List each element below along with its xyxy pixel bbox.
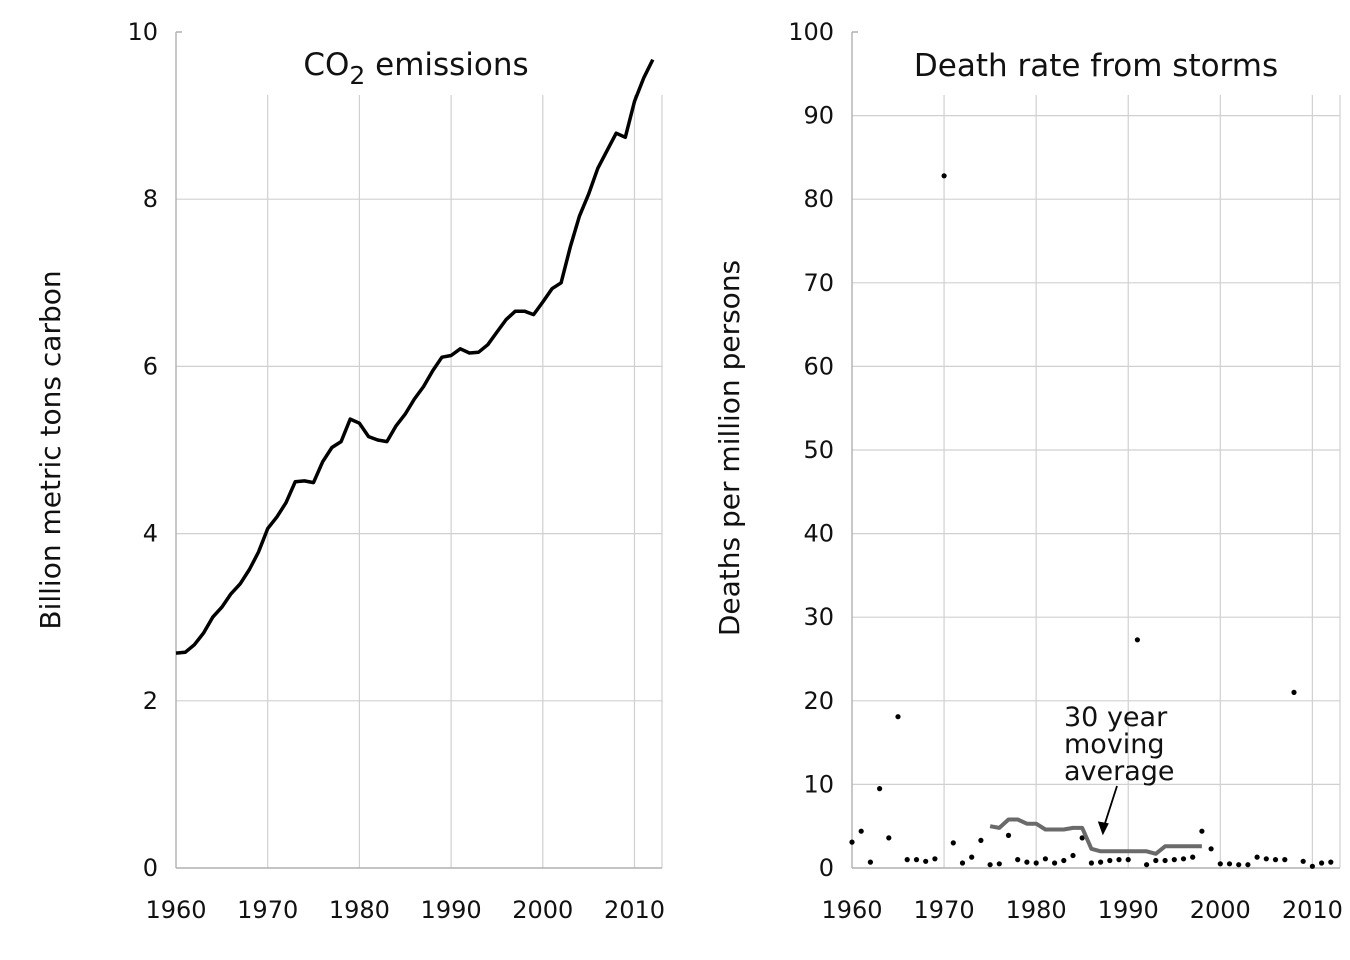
x-tick-label: 1990 [1098,896,1159,924]
data-point [886,835,891,840]
data-point [849,840,854,845]
data-point [905,857,910,862]
data-point [1209,846,1214,851]
title-rest: emissions [365,47,528,83]
data-point [1291,690,1296,695]
data-point [868,860,873,865]
y-tick-label: 80 [803,185,834,213]
x-tick-label: 1970 [237,896,298,924]
data-point [1236,862,1241,867]
y-tick-label: 20 [803,687,834,715]
storm-death-rate-chart: 0 10 20 30 40 50 60 70 80 90 100 1960 1970 1980 1990 20… [713,18,1343,924]
y-tick-label: 90 [803,102,834,130]
data-point [1218,861,1223,866]
data-point [923,859,928,864]
x-tick-label: 2010 [1282,896,1343,924]
y-axis-label: Deaths per million persons [713,260,746,636]
data-point [1301,859,1306,864]
data-point [1181,856,1186,861]
data-point [1273,857,1278,862]
y-tick-label: 70 [803,269,834,297]
data-point [859,829,864,834]
data-point [1126,857,1131,862]
co2-series-line [176,60,653,654]
y-tick-label: 10 [127,18,158,46]
y-tick-label: 0 [819,854,834,882]
x-tick-label: 2000 [512,896,573,924]
data-point [1163,858,1168,863]
data-point [1264,856,1269,861]
data-point [1172,857,1177,862]
data-point [1089,860,1094,865]
data-point [1227,861,1232,866]
data-point [1282,857,1287,862]
data-point [969,855,974,860]
data-point [1043,856,1048,861]
chart-title: Death rate from storms [914,48,1278,84]
y-tick-label: 4 [143,520,158,548]
data-point [988,862,993,867]
data-point [1255,855,1260,860]
x-tick-label: 1980 [329,896,390,924]
data-point [1024,860,1029,865]
data-point [942,173,947,178]
y-tick-label: 10 [803,770,834,798]
data-point [895,714,900,719]
co2-emissions-chart: 0 2 4 6 8 10 1960 1970 1980 1990 2000 2010 Billion m… [34,18,665,924]
data-point [1199,829,1204,834]
data-point [978,838,983,843]
chart-title: CO2 emissions [303,47,528,90]
data-point [1034,860,1039,865]
data-point [1015,857,1020,862]
x-tick-label: 1980 [1006,896,1067,924]
data-point [1153,858,1158,863]
x-tick-label: 2010 [604,896,665,924]
x-tick-label: 1960 [821,896,882,924]
data-point [1116,857,1121,862]
data-point [951,840,956,845]
annotation-arrowhead [1098,821,1109,835]
data-point [1098,860,1103,865]
moving-average-line [990,820,1202,854]
data-point [914,857,919,862]
y-tick-label: 2 [143,687,158,715]
annotation-arrow-line [1104,786,1117,825]
y-tick-label: 100 [788,18,834,46]
title-main: CO [303,47,349,83]
data-point [1319,860,1324,865]
data-point [1245,862,1250,867]
y-tick-label: 50 [803,436,834,464]
annotation-text: average [1064,756,1175,787]
data-point [1070,853,1075,858]
y-tick-label: 8 [143,185,158,213]
y-tick-label: 30 [803,603,834,631]
data-point [1310,864,1315,869]
x-tick-label: 1960 [145,896,206,924]
y-tick-label: 40 [803,520,834,548]
y-tick-label: 60 [803,352,834,380]
x-tick-label: 1970 [914,896,975,924]
data-point [1135,637,1140,642]
data-point [997,861,1002,866]
data-point [932,856,937,861]
data-point [1052,860,1057,865]
data-point [1328,860,1333,865]
data-point [1190,855,1195,860]
data-point [960,860,965,865]
data-point [1006,833,1011,838]
y-tick-label: 0 [143,854,158,882]
x-tick-label: 1990 [421,896,482,924]
data-point [1061,858,1066,863]
data-point [877,786,882,791]
data-point [1107,858,1112,863]
x-tick-label: 2000 [1190,896,1251,924]
y-tick-label: 6 [143,352,158,380]
title-subscript: 2 [349,61,365,90]
charts-canvas: 02468101960 1970 1980 1990 2000 2010Billion m… [0,0,1350,960]
data-point [1144,862,1149,867]
y-axis-label: Billion metric tons carbon [34,270,67,629]
